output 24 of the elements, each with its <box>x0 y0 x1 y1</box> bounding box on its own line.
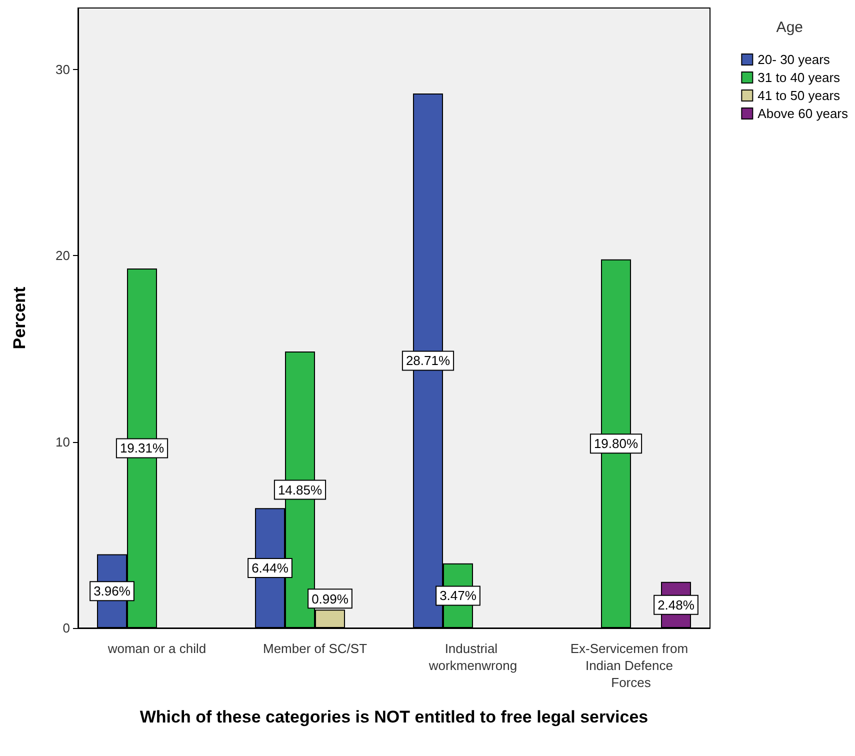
y-axis-title: Percent <box>10 286 29 350</box>
x-axis-title: Which of these categories is NOT entitled to free legal services <box>140 708 648 726</box>
x-tick-label: woman or a child <box>106 641 206 656</box>
y-tick-label: 10 <box>56 434 70 450</box>
data-label: 14.85% <box>278 482 322 498</box>
data-label: 19.31% <box>120 440 164 456</box>
x-tick-label: Industrial workmenwrong <box>428 641 518 673</box>
data-label: 3.96% <box>94 584 131 599</box>
data-label: 28.71% <box>406 353 450 368</box>
legend-label: 20- 30 years <box>758 52 830 67</box>
data-label: 6.44% <box>252 560 289 576</box>
y-tick-label: 0 <box>62 620 70 636</box>
data-label: 19.80% <box>594 436 638 452</box>
x-tick-label: Member of SC/ST <box>262 641 368 656</box>
x-tick-label: Ex-Servicemen from Indian Defence Forces <box>570 641 692 690</box>
legend-label: 31 to 40 years <box>758 70 841 85</box>
legend-label: Above 60 years <box>758 106 848 121</box>
legend-title: Age <box>776 19 804 36</box>
data-label: 2.48% <box>658 597 695 612</box>
y-tick-label: 20 <box>56 248 70 264</box>
legend-label: 41 to 50 years <box>758 88 841 103</box>
y-tick-label: 30 <box>56 62 70 77</box>
data-label: 3.47% <box>440 588 477 604</box>
data-label: 0.99% <box>312 592 349 607</box>
